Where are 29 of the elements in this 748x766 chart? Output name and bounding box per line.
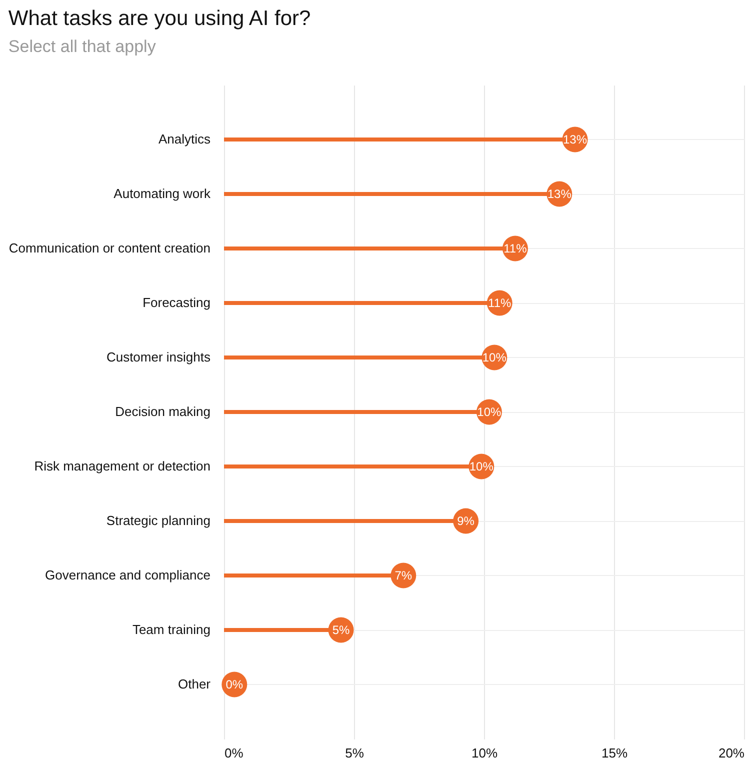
text: Select all that apply (8, 37, 156, 56)
y-tick-label: Team training (132, 622, 210, 637)
y-tick-label: Automating work (114, 186, 211, 201)
data-label: 10% (469, 460, 494, 474)
data-label: 5% (332, 623, 350, 637)
y-tick-label: Communication or content creation (8, 240, 210, 256)
data-label: 9% (457, 514, 475, 528)
data-label: 10% (477, 405, 502, 419)
data-label: 13% (547, 187, 572, 201)
y-tick-label: Forecasting (142, 295, 210, 310)
y-tick-label: Risk management or detection (34, 458, 210, 474)
chart-title: What tasks are you using AI for? (8, 7, 311, 30)
y-tick-label: Other (178, 676, 212, 692)
x-tick-label: 10% (471, 746, 498, 760)
data-label: 11% (504, 242, 528, 256)
y-tick-label: Analytics (158, 132, 211, 146)
x-tick-label: 15% (601, 746, 628, 760)
y-tick-label: Strategic planning (106, 513, 210, 528)
y-tick-label: Customer insights (106, 350, 211, 364)
x-tick-label: 5% (345, 746, 364, 760)
data-label: 10% (482, 350, 507, 364)
data-label: 7% (394, 568, 412, 582)
x-tick-label: 0% (224, 746, 244, 760)
y-tick-label: Decision making (115, 404, 210, 419)
data-label: 0% (226, 678, 244, 692)
y-tick-label: Governance and compliance (45, 568, 210, 582)
data-label: 13% (562, 132, 588, 146)
x-tick-label: 20% (718, 746, 745, 760)
data-label: 11% (488, 296, 512, 310)
